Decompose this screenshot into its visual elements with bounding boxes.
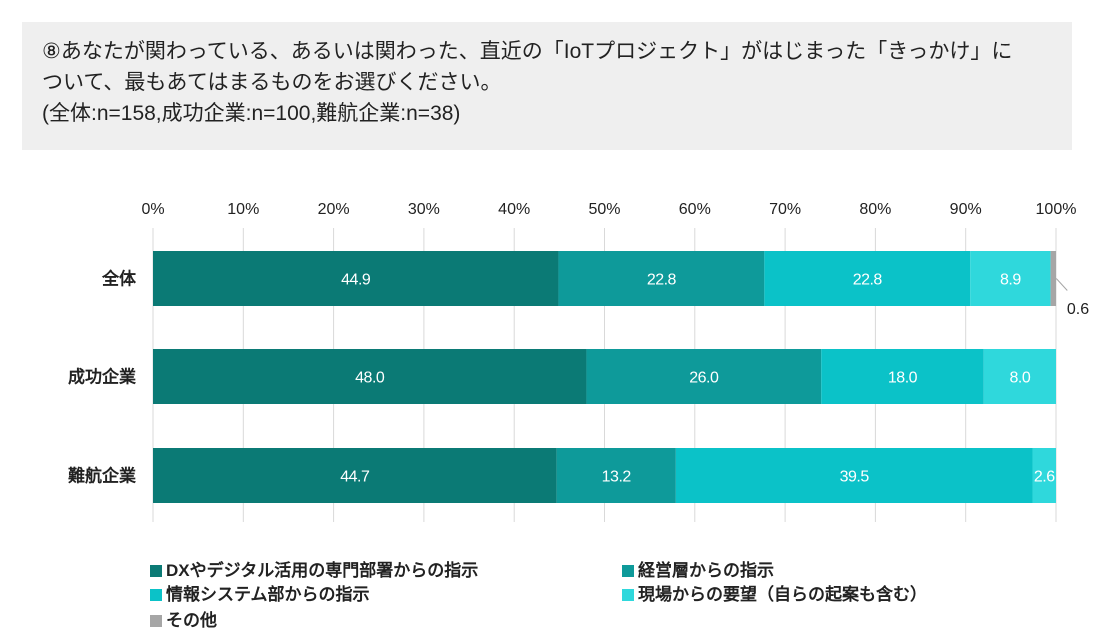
bar-segment <box>983 349 1056 404</box>
data-label: 44.9 <box>341 272 371 289</box>
bar-segment <box>586 349 822 404</box>
x-tick-label: 90% <box>950 201 982 218</box>
legend-label: DXやデジタル活用の専門部署からの指示 <box>166 561 479 580</box>
data-label: 39.5 <box>840 469 870 486</box>
bar-segment <box>821 349 984 404</box>
question-box: ⑧あなたが関わっている、あるいは関わった、直近の「IoTプロジェクト」がはじまっ… <box>22 22 1072 150</box>
bar-segment <box>970 251 1051 306</box>
x-tick-label: 20% <box>318 201 350 218</box>
data-label: 22.8 <box>647 272 677 289</box>
legend-label: 経営層からの指示 <box>638 561 774 580</box>
data-label: 44.7 <box>340 469 370 486</box>
x-tick-label: 80% <box>859 201 891 218</box>
bar-segment <box>153 251 559 306</box>
bar-segment <box>1032 448 1056 503</box>
x-tick-label: 10% <box>227 201 259 218</box>
data-label: 48.0 <box>355 370 385 387</box>
category-label: 難航企業 <box>68 466 136 486</box>
legend-swatch <box>150 615 162 627</box>
category-label: 成功企業 <box>68 367 136 387</box>
legend-item: 経営層からの指示 <box>622 556 774 581</box>
legend-item: その他 <box>150 606 217 631</box>
legend-item: 情報システム部からの指示 <box>150 580 370 605</box>
data-label: 8.0 <box>1010 370 1031 387</box>
data-label: 0.6 <box>1067 301 1089 318</box>
chart-legend: DXやデジタル活用の専門部署からの指示 経営層からの指示情報システム部からの指示 現… <box>150 556 1050 636</box>
x-tick-label: 100% <box>1036 201 1077 218</box>
bar-segment <box>153 448 557 503</box>
bar-segment <box>1050 251 1056 306</box>
x-tick-label: 70% <box>769 201 801 218</box>
x-tick-label: 0% <box>141 201 164 218</box>
legend-swatch <box>150 565 162 577</box>
legend-swatch <box>622 589 634 601</box>
legend-label: 現場からの要望（自らの起案も含む） <box>638 585 927 604</box>
data-label: 22.8 <box>853 272 883 289</box>
x-tick-label: 50% <box>588 201 620 218</box>
bar-segment <box>558 251 765 306</box>
legend-item: DXやデジタル活用の専門部署からの指示 <box>150 556 478 581</box>
legend-swatch <box>622 565 634 577</box>
data-label: 13.2 <box>602 469 632 486</box>
legend-label: その他 <box>166 611 217 630</box>
bar-segment <box>675 448 1033 503</box>
category-label: 全体 <box>101 269 137 289</box>
legend-label: 情報システム部からの指示 <box>166 585 370 604</box>
x-tick-label: 30% <box>408 201 440 218</box>
data-label: 8.9 <box>1000 272 1021 289</box>
x-tick-label: 60% <box>679 201 711 218</box>
question-text-line-2: ついて、最もあてはまるものをお選びください。 <box>42 71 502 94</box>
data-label: 26.0 <box>689 370 719 387</box>
legend-swatch <box>150 589 162 601</box>
bar-segment <box>153 349 587 404</box>
bar-segment <box>764 251 971 306</box>
bar-segment <box>556 448 676 503</box>
question-text-line-1: ⑧あなたが関わっている、あるいは関わった、直近の「IoTプロジェクト」がはじまっ… <box>42 40 1013 63</box>
data-label-leader-line <box>1055 278 1068 291</box>
x-tick-label: 40% <box>498 201 530 218</box>
data-label: 2.6 <box>1034 469 1055 486</box>
sample-size-note: (全体:n=158,成功企業:n=100,難航企業:n=38) <box>42 102 461 125</box>
legend-item: 現場からの要望（自らの起案も含む） <box>622 580 927 605</box>
data-label: 18.0 <box>888 370 918 387</box>
